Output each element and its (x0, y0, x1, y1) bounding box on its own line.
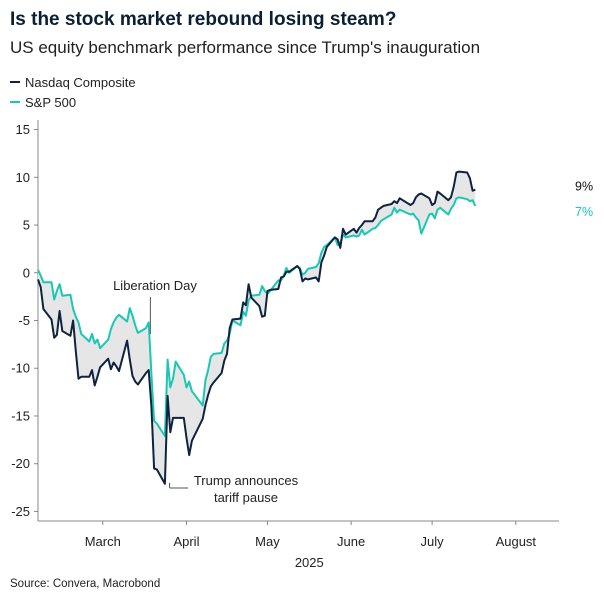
legend-label-nasdaq: Nasdaq Composite (25, 74, 136, 90)
x-tick-label: April (173, 534, 199, 549)
x-axis-year-label: 2025 (295, 555, 324, 570)
legend: Nasdaq Composite S&P 500 (10, 72, 136, 112)
x-tick-label: May (255, 534, 280, 549)
y-tick-label: 10 (16, 170, 30, 185)
y-tick-label: 5 (23, 218, 30, 233)
legend-label-sp500: S&P 500 (25, 94, 77, 110)
annotation-tariff-pause-line2: tariff pause (214, 490, 278, 505)
legend-swatch-nasdaq (10, 81, 20, 83)
annotation-tariff-pause-line1: Trump announces (194, 473, 299, 488)
y-tick-label: -5 (18, 313, 30, 328)
y-tick-label: -25 (11, 504, 30, 519)
x-tick-label: June (337, 534, 365, 549)
x-tick-label: August (496, 534, 537, 549)
y-tick-label: 0 (23, 265, 30, 280)
y-tick-label: -20 (11, 456, 30, 471)
y-tick-label: -10 (11, 361, 30, 376)
legend-item-nasdaq: Nasdaq Composite (10, 72, 136, 92)
chart-title: Is the stock market rebound losing steam… (10, 9, 397, 30)
end-label-sp500: 7% (575, 205, 593, 219)
legend-item-sp500: S&P 500 (10, 92, 136, 112)
nasdaq-line (37, 170, 476, 485)
x-tick-label: March (85, 534, 121, 549)
chart-subtitle: US equity benchmark performance since Tr… (10, 38, 481, 57)
source-note: Source: Convera, Macrobond (10, 578, 161, 590)
y-tick-label: -15 (11, 408, 30, 423)
end-label-nasdaq: 9% (575, 180, 593, 194)
legend-swatch-sp500 (10, 101, 20, 103)
annotation-liberation-day: Liberation Day (113, 278, 197, 293)
gap-fill-area (38, 171, 476, 484)
sp500-line (37, 196, 477, 437)
x-tick-label: July (421, 534, 445, 549)
y-tick-label: 15 (16, 122, 30, 137)
